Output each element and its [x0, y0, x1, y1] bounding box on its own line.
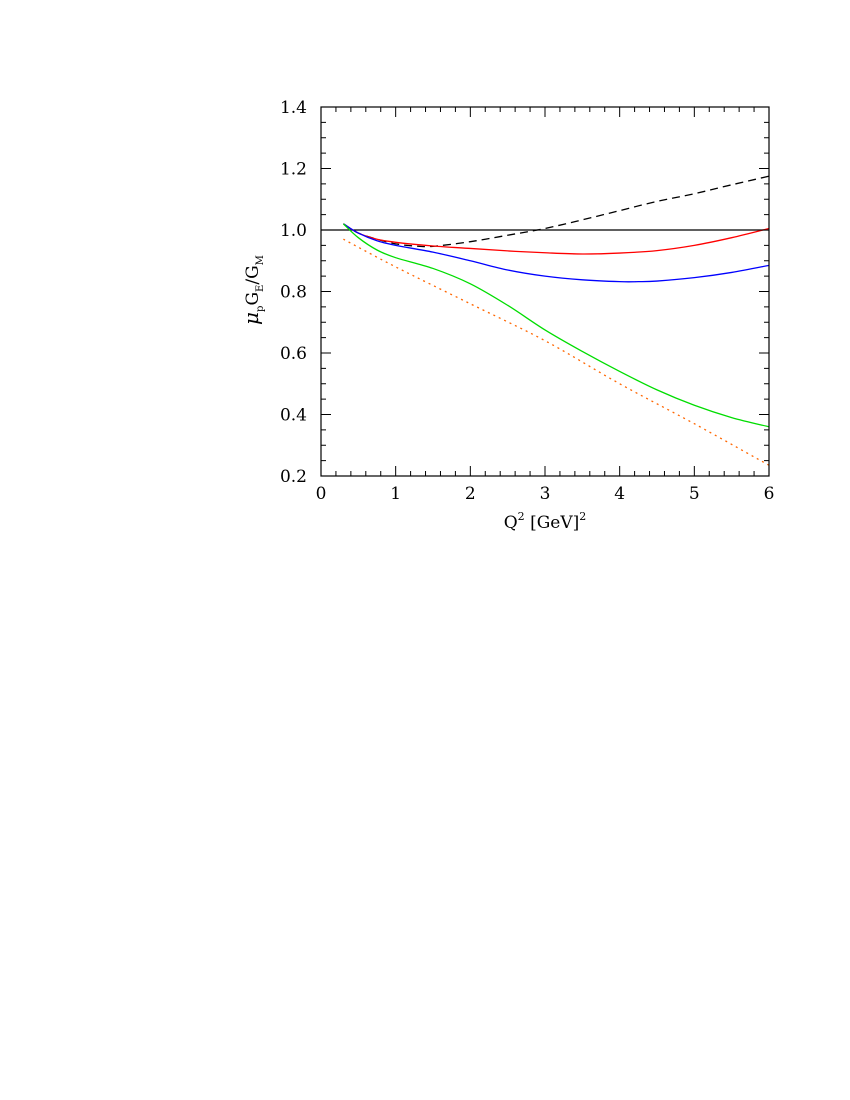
- x-tick-label-6: 6: [764, 484, 775, 504]
- series-line-4: [342, 223, 769, 428]
- y-tick-label-2: 0.6: [280, 344, 307, 364]
- y-tick-label-6: 1.4: [280, 98, 307, 118]
- y-axis-label-g2: G: [243, 265, 263, 279]
- y-tick-label-5: 1.2: [280, 160, 307, 180]
- y-axis-label-mu: μ: [239, 312, 263, 325]
- x-axis-label-base: Q: [504, 513, 518, 533]
- tick-label-layer: 0 1 2 3 4 5 6 0.2 0.4 0.6 0.8 1.0 1.2 1.4: [280, 98, 774, 504]
- y-tick-label-0: 0.2: [280, 467, 307, 487]
- x-tick-label-5: 5: [689, 484, 700, 504]
- y-axis-label-slash: /: [243, 279, 263, 285]
- tick-layer: [320, 106, 770, 477]
- series-layer: [321, 175, 769, 466]
- x-axis-label: Q2 [GeV]2: [504, 510, 587, 533]
- series-line-3: [343, 223, 769, 283]
- x-axis-label-unit-sup: 2: [579, 510, 586, 523]
- x-tick-label-2: 2: [465, 484, 476, 504]
- x-axis-label-sup: 2: [518, 510, 525, 523]
- y-axis-label-g2-sub: M: [255, 255, 266, 265]
- x-axis-label-unit: [GeV]: [530, 513, 579, 533]
- series-line-2: [343, 223, 769, 255]
- y-axis-label-mu-sub: p: [255, 306, 266, 312]
- y-axis-label-g1: G: [243, 292, 263, 306]
- plot-frame: [320, 106, 770, 477]
- y-tick-label-3: 0.8: [280, 283, 307, 303]
- x-tick-label-3: 3: [540, 484, 551, 504]
- series-line-1: [343, 175, 769, 248]
- y-axis-label: μpGE/GM: [239, 255, 266, 325]
- y-axis-label-g1-sub: E: [255, 285, 266, 292]
- y-tick-label-1: 0.4: [280, 406, 307, 426]
- series-line-5: [343, 238, 769, 466]
- x-tick-label-0: 0: [316, 484, 327, 504]
- svg-text:μpGE/GM: μpGE/GM: [239, 255, 266, 325]
- x-tick-label-1: 1: [390, 484, 401, 504]
- x-tick-label-4: 4: [614, 484, 625, 504]
- y-tick-label-4: 1.0: [280, 221, 307, 241]
